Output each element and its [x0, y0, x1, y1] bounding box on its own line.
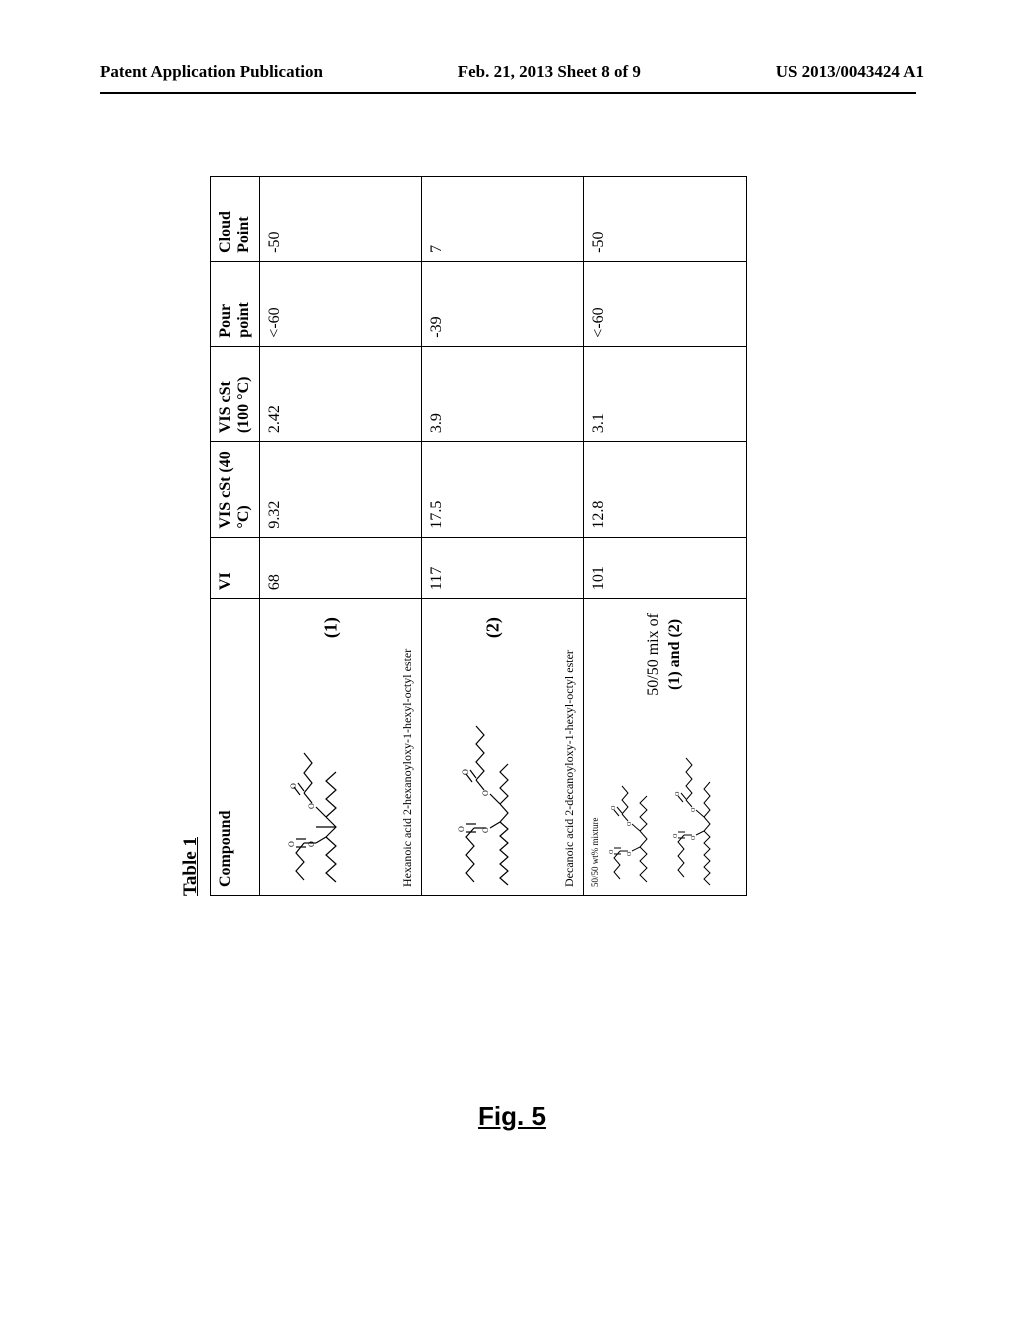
svg-text:O: O — [627, 851, 633, 856]
cell-pour: -39 — [422, 261, 584, 346]
header-rule — [100, 92, 916, 94]
col-compound: Compound — [211, 599, 260, 896]
table-1-container: Table 1 Compound VI VIS cSt (40 °C) VIS … — [180, 176, 740, 896]
cell-v100: 3.1 — [584, 346, 747, 441]
table-1: Compound VI VIS cSt (40 °C) VIS cSt (100… — [210, 176, 747, 896]
cell-vi: 68 — [260, 537, 422, 599]
cell-v100: 2.42 — [260, 346, 422, 441]
col-v100: VIS cSt (100 °C) — [211, 346, 260, 441]
table-row: 50/50 wt% mixture O O — [584, 177, 747, 896]
header-right: US 2013/0043424 A1 — [776, 62, 924, 82]
compound-cell: 50/50 wt% mixture O O — [584, 599, 747, 896]
svg-text:O: O — [675, 791, 681, 796]
cell-pour: <-60 — [584, 261, 747, 346]
compound-2-number: (2) — [483, 617, 504, 638]
col-cloud: Cloud Point — [211, 177, 260, 262]
col-v40: VIS cSt (40 °C) — [211, 442, 260, 537]
cell-cloud: -50 — [260, 177, 422, 262]
svg-text:O: O — [691, 807, 697, 812]
svg-text:O: O — [287, 841, 296, 847]
compound-mix-number: 50/50 mix of (1) and (2) — [644, 613, 686, 696]
header-center: Feb. 21, 2013 Sheet 8 of 9 — [458, 62, 641, 82]
table-row: O O O O — [260, 177, 422, 896]
table-row: O O O O — [422, 177, 584, 896]
svg-text:O: O — [627, 821, 633, 826]
patent-header: Patent Application Publication Feb. 21, … — [0, 62, 1024, 82]
compound-2-caption: Decanoic acid 2-decanoyloxy-1-hexyl-octy… — [562, 607, 577, 887]
cell-v40: 12.8 — [584, 442, 747, 537]
col-pour: Pour point — [211, 261, 260, 346]
svg-text:O: O — [307, 841, 316, 847]
compound-mix-structure-2-icon: O O O O — [662, 707, 722, 887]
compound-2-structure-icon: O O O O — [428, 697, 538, 887]
svg-text:O: O — [673, 833, 679, 838]
svg-text:O: O — [611, 805, 617, 810]
table-title: Table 1 — [180, 176, 202, 896]
svg-text:O: O — [481, 790, 490, 796]
svg-text:O: O — [691, 835, 697, 840]
col-vi: VI — [211, 537, 260, 599]
compound-1-caption: Hexanoic acid 2-hexanoyloxy-1-hexyl-octy… — [400, 607, 415, 887]
svg-text:O: O — [457, 826, 466, 832]
mix-num-line2: (1) and (2) — [665, 613, 686, 696]
cell-pour: <-60 — [260, 261, 422, 346]
cell-v40: 17.5 — [422, 442, 584, 537]
svg-text:O: O — [307, 803, 316, 809]
svg-text:O: O — [461, 769, 470, 775]
compound-1-number: (1) — [321, 617, 342, 638]
compound-mix-structure-icon: O O O O — [602, 717, 662, 887]
compound-cell: O O O O — [260, 599, 422, 896]
cell-cloud: 7 — [422, 177, 584, 262]
svg-text:O: O — [609, 849, 615, 854]
compound-1-structure-icon: O O O O — [266, 717, 366, 887]
mixture-label: 50/50 wt% mixture — [590, 607, 600, 887]
figure-label: Fig. 5 — [0, 1101, 1024, 1132]
cell-vi: 101 — [584, 537, 747, 599]
header-left: Patent Application Publication — [100, 62, 323, 82]
svg-text:O: O — [289, 783, 298, 789]
table-header-row: Compound VI VIS cSt (40 °C) VIS cSt (100… — [211, 177, 260, 896]
compound-cell: O O O O — [422, 599, 584, 896]
cell-v100: 3.9 — [422, 346, 584, 441]
cell-cloud: -50 — [584, 177, 747, 262]
mix-num-line1: 50/50 mix of — [644, 613, 665, 696]
cell-v40: 9.32 — [260, 442, 422, 537]
cell-vi: 117 — [422, 537, 584, 599]
